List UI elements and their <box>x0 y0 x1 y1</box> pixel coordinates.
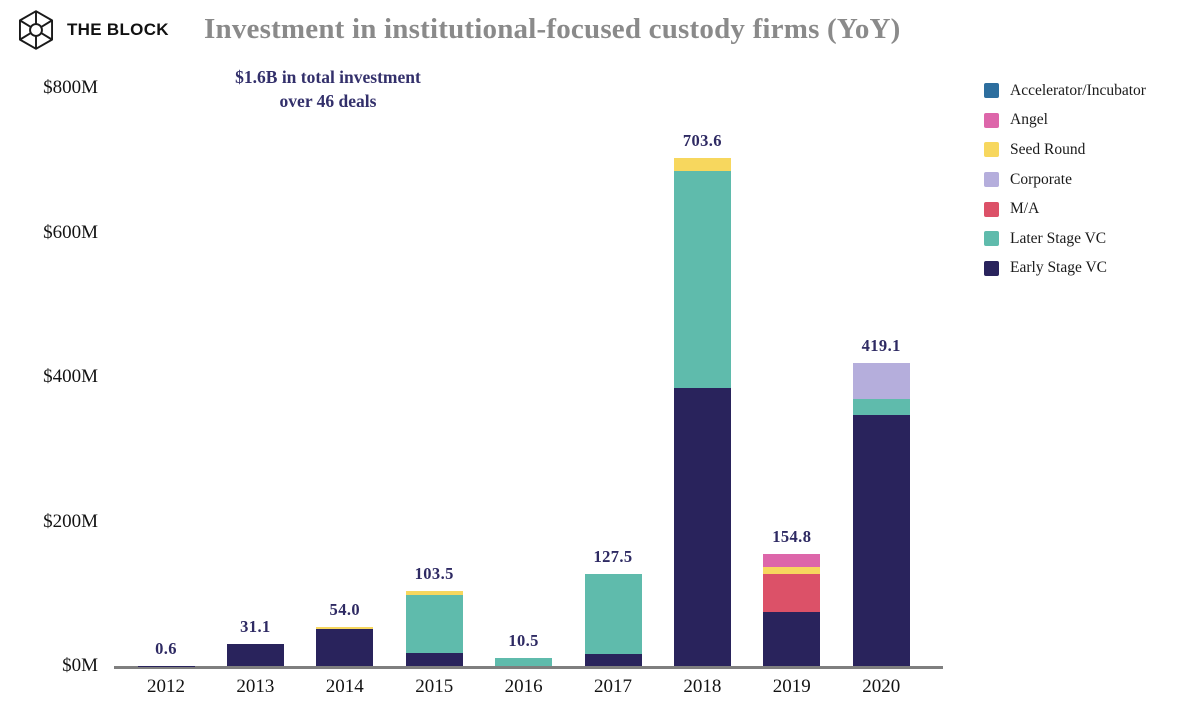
x-axis-tick-label: 2017 <box>594 676 632 697</box>
chart-title: Investment in institutional-focused cust… <box>204 13 901 45</box>
legend-label: Angel <box>1010 111 1048 129</box>
bar-segment-later-stage-vc <box>673 171 731 388</box>
legend-swatch <box>984 231 999 247</box>
x-axis-tick-label: 2020 <box>862 676 901 697</box>
legend-label: Early Stage VC <box>1010 259 1108 277</box>
bar-segment-seed-round <box>673 157 731 172</box>
bar-total-label: 127.5 <box>593 546 633 566</box>
x-axis-tick-label: 2014 <box>325 676 364 697</box>
legend-label: Corporate <box>1010 170 1072 188</box>
legend-swatch <box>984 260 999 276</box>
legend-swatch <box>984 172 999 188</box>
the-block-logo: THE BLOCK <box>14 8 169 52</box>
bar-segment-early-stage-vc <box>673 387 731 666</box>
bar-segment-seed-round <box>763 567 821 575</box>
bar-segment-early-stage-vc <box>316 628 374 666</box>
bar-segment-later-stage-vc <box>495 658 553 666</box>
legend-item: Seed Round <box>984 135 1146 165</box>
y-axis-tick-label: $200M <box>43 510 98 532</box>
bar-segment-early-stage-vc <box>763 611 821 666</box>
bar-total-label: 103.5 <box>414 564 454 584</box>
bar-total-label: 54.0 <box>329 599 361 619</box>
x-axis-tick-label: 2012 <box>147 676 185 697</box>
bar-total-label: 10.5 <box>508 631 539 651</box>
bar-total-label: 703.6 <box>682 130 722 150</box>
y-axis-tick-label: $600M <box>43 221 98 243</box>
bar-segment-later-stage-vc <box>584 573 642 654</box>
bar-segment-later-stage-vc <box>852 399 910 416</box>
bar-total-label: 154.8 <box>772 527 812 547</box>
block-cube-icon <box>14 8 58 52</box>
bar-segment-corporate <box>852 363 910 400</box>
annotation-line-2: over 46 deals <box>279 91 377 111</box>
legend-swatch <box>984 83 999 99</box>
y-axis-tick-label: $0M <box>62 655 98 676</box>
bar-segment-seed-round <box>316 626 374 629</box>
legend-label: Later Stage VC <box>1010 229 1107 247</box>
legend-swatch <box>984 201 999 217</box>
legend-swatch <box>984 142 999 158</box>
y-axis-tick-label: $400M <box>43 366 98 387</box>
legend-swatch <box>984 112 999 128</box>
legend-item: Angel <box>984 106 1146 136</box>
legend-label: Accelerator/Incubator <box>1010 81 1146 99</box>
bar-segment-angel <box>763 554 821 568</box>
bar-segment-seed-round <box>405 591 463 596</box>
legend-item: Accelerator/Incubator <box>984 76 1146 106</box>
bar-segment-early-stage-vc <box>226 643 284 666</box>
legend-item: Later Stage VC <box>984 224 1146 254</box>
bar-segment-early-stage-vc <box>137 665 195 667</box>
bar-total-label: 31.1 <box>240 616 271 636</box>
bar-segment-later-stage-vc <box>405 595 463 653</box>
x-axis-tick-label: 2019 <box>772 676 811 697</box>
bar-total-label: 0.6 <box>155 638 177 658</box>
legend-item: Early Stage VC <box>984 254 1146 284</box>
logo-wordmark: THE BLOCK <box>67 20 169 39</box>
x-axis-tick-label: 2018 <box>683 676 722 697</box>
x-axis-tick-label: 2016 <box>504 676 543 697</box>
bar-segment-early-stage-vc <box>852 415 910 666</box>
chart-annotation: $1.6B in total investment over 46 deals <box>202 65 454 113</box>
legend-label: Seed Round <box>1010 140 1086 158</box>
legend-item: M/A <box>984 194 1146 224</box>
x-axis-line <box>114 666 943 669</box>
y-axis-tick-label: $800M <box>43 77 98 98</box>
bar-segment-early-stage-vc <box>584 653 642 666</box>
bar-segment-early-stage-vc <box>405 652 463 666</box>
bar-segment-m-a <box>763 574 821 612</box>
x-axis-tick-label: 2015 <box>415 676 454 697</box>
legend-item: Corporate <box>984 165 1146 195</box>
annotation-line-1: $1.6B in total investment <box>235 67 421 87</box>
x-axis-tick-label: 2013 <box>236 676 275 697</box>
bar-total-label: 419.1 <box>861 336 901 356</box>
legend-label: M/A <box>1010 200 1040 218</box>
legend: Accelerator/Incubator Angel Seed Round Corp… <box>984 76 1146 283</box>
